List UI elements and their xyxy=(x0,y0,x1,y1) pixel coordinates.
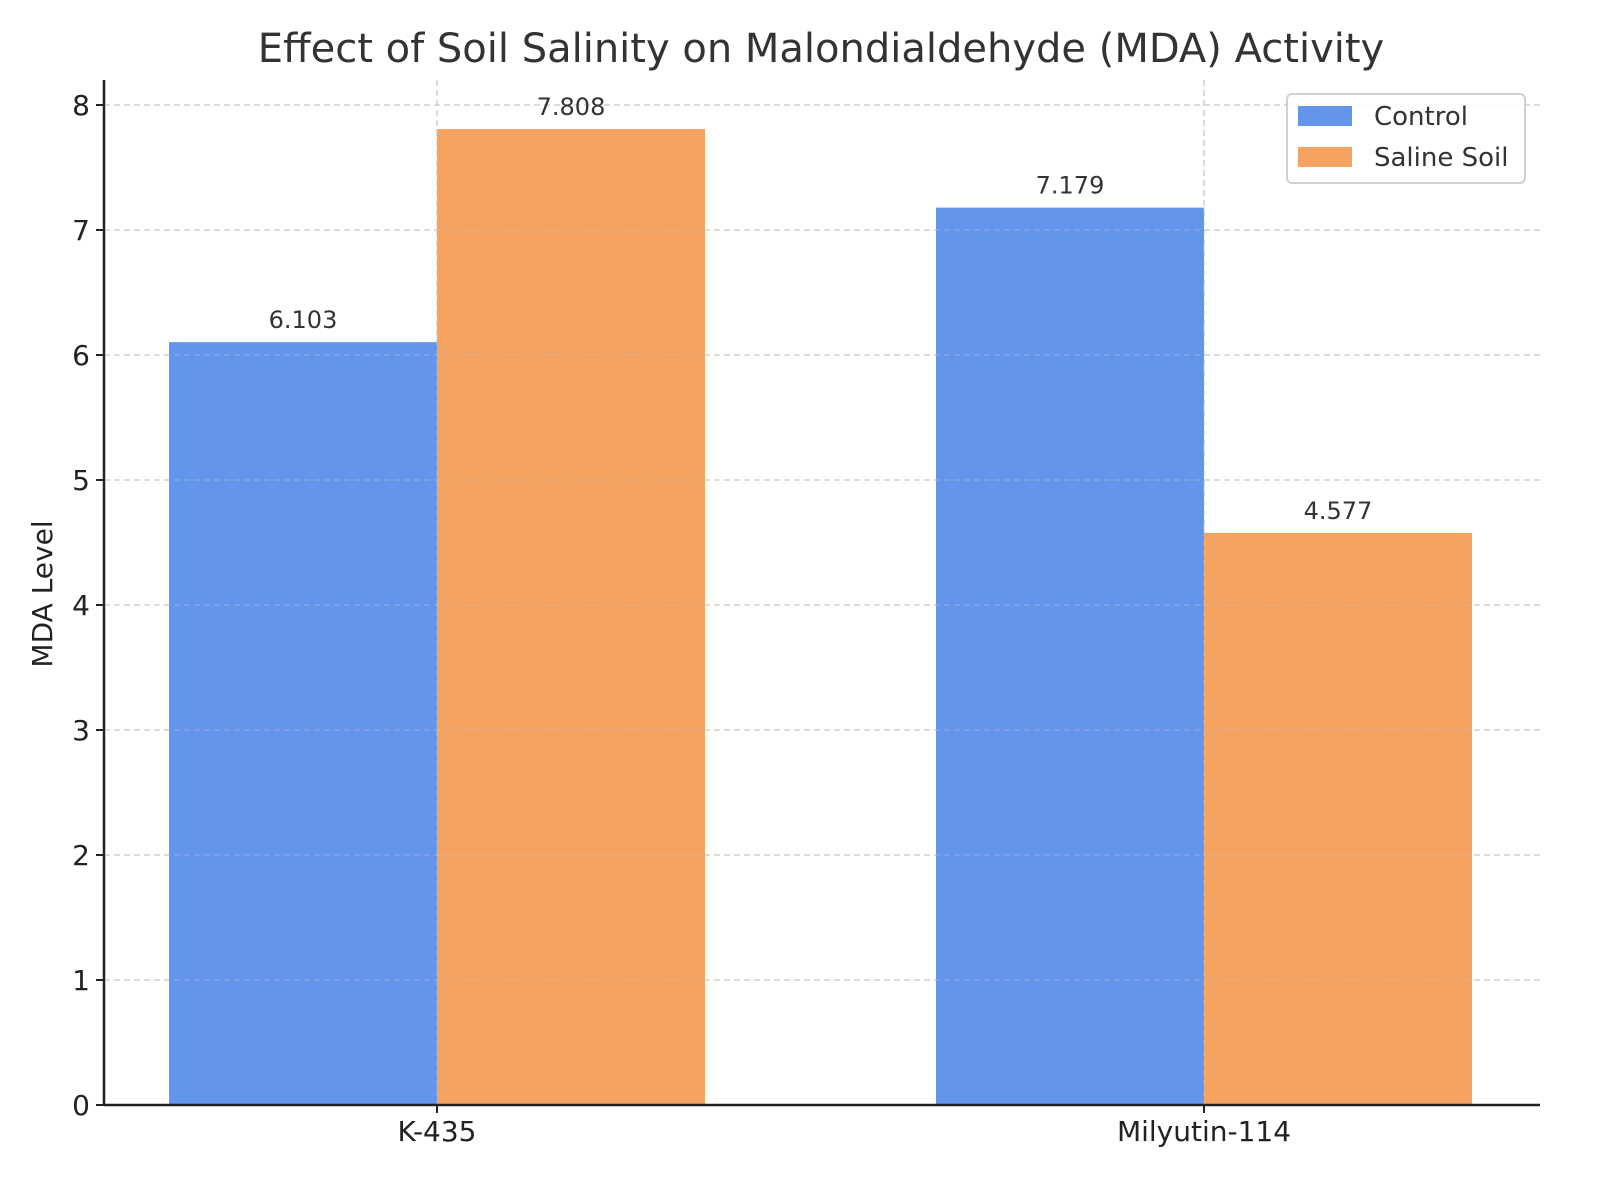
bar-value-label: 6.103 xyxy=(269,306,338,334)
legend-label: Saline Soil xyxy=(1374,143,1508,173)
x-axis-ticks: K-435 Milyutin-114 xyxy=(398,1105,1291,1148)
x-tick-label: Milyutin-114 xyxy=(1117,1115,1291,1148)
y-tick-label: 5 xyxy=(72,464,90,497)
bar-saline-soil xyxy=(437,129,705,1105)
y-tick-label: 8 xyxy=(72,89,90,122)
y-axis-ticks: 0 1 2 3 4 5 6 7 8 xyxy=(72,89,104,1122)
y-tick-label: 2 xyxy=(72,839,90,872)
bar-value-labels: 6.103 7.179 7.808 4.577 xyxy=(269,93,1373,525)
x-tick-label: K-435 xyxy=(398,1115,477,1148)
legend-label: Control xyxy=(1374,102,1468,132)
bar-control xyxy=(169,342,437,1105)
chart-title: Effect of Soil Salinity on Malondialdehy… xyxy=(258,26,1384,72)
bars xyxy=(104,80,1540,1106)
axes xyxy=(102,80,1540,1107)
y-tick-label: 3 xyxy=(72,714,90,747)
bar-value-label: 4.577 xyxy=(1304,497,1373,525)
legend: Control Saline Soil xyxy=(1286,93,1526,184)
bar-saline-soil xyxy=(1204,532,1472,1105)
y-axis-label: MDA Level xyxy=(26,520,59,667)
legend-swatch xyxy=(1298,106,1352,126)
y-tick-label: 4 xyxy=(72,589,90,622)
y-tick-label: 7 xyxy=(72,214,90,247)
y-tick-label: 6 xyxy=(72,339,90,372)
bar-value-label: 7.808 xyxy=(537,93,606,121)
y-tick-label: 1 xyxy=(72,964,90,997)
bar-value-label: 7.179 xyxy=(1036,172,1105,200)
bar-control xyxy=(936,207,1204,1105)
legend-swatch xyxy=(1298,147,1352,167)
y-tick-label: 0 xyxy=(72,1089,90,1122)
